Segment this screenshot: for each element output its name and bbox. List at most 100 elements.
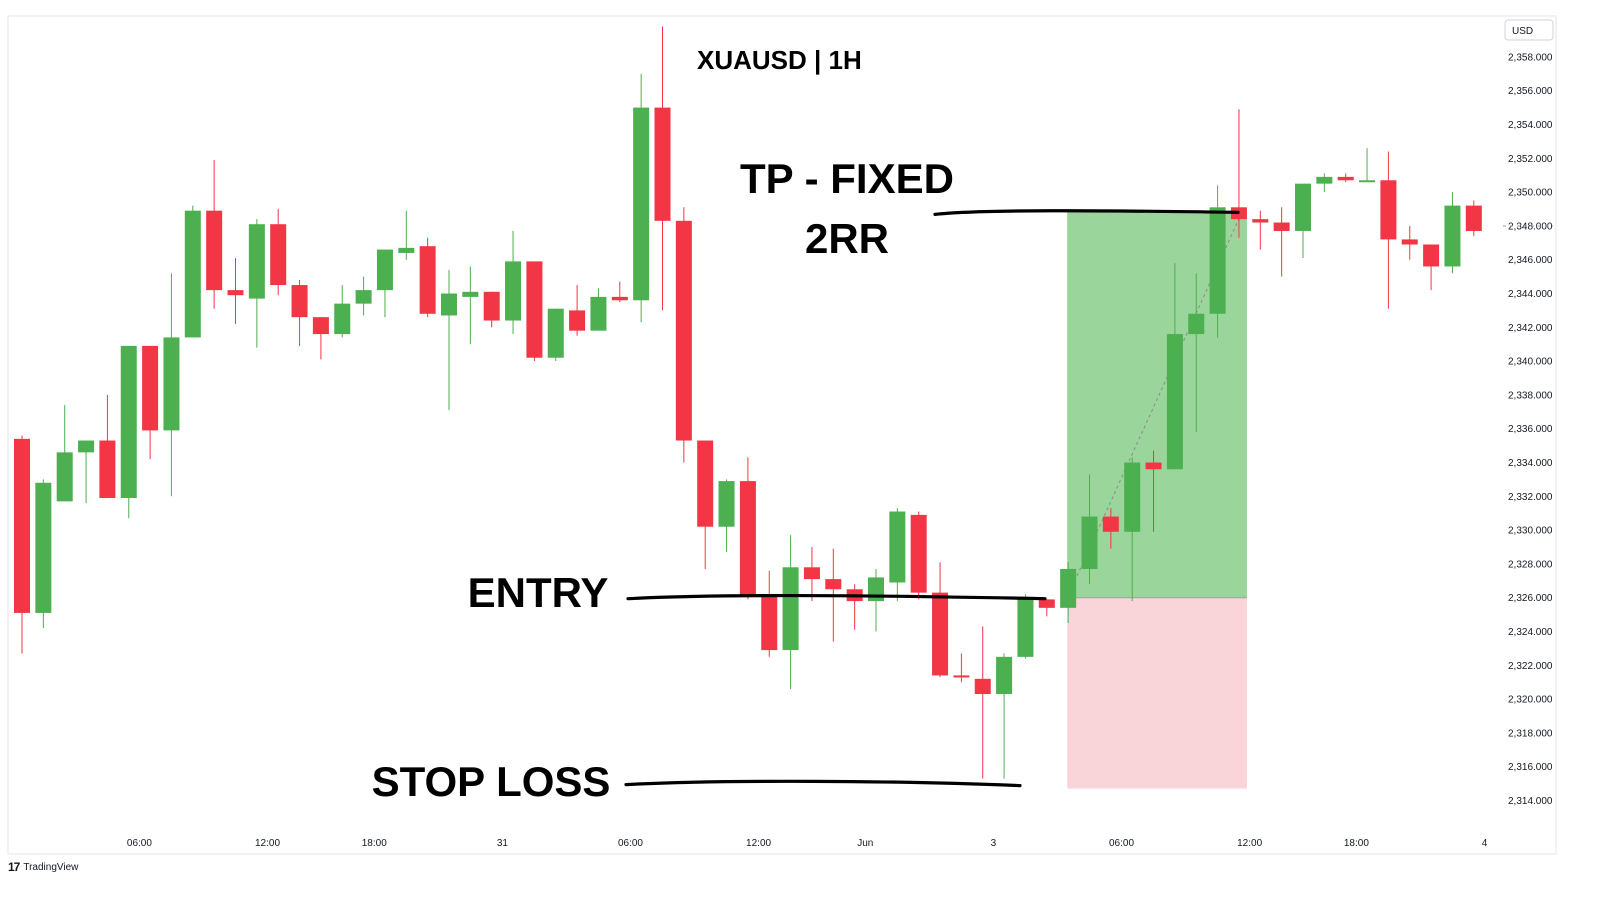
candle-up[interactable] (889, 508, 906, 602)
candle-down[interactable] (270, 209, 287, 296)
candle-body (14, 438, 30, 613)
candle-down[interactable] (206, 159, 223, 309)
candle-up[interactable] (334, 285, 351, 338)
candle-down[interactable] (526, 261, 543, 362)
candle-up[interactable] (718, 479, 735, 553)
candle-up[interactable] (441, 269, 457, 411)
candle-down[interactable] (803, 547, 820, 602)
tradingview-watermark: 17 TradingView (8, 860, 78, 874)
currency-box[interactable] (1504, 19, 1554, 41)
candle-up[interactable] (782, 535, 799, 689)
candle-up[interactable] (1359, 148, 1376, 183)
candle-up[interactable] (1081, 474, 1098, 585)
candle-up[interactable] (1166, 263, 1183, 470)
candle-down[interactable] (483, 291, 500, 328)
candle-body (1166, 334, 1183, 470)
candle-up[interactable] (996, 653, 1013, 779)
candle-up[interactable] (35, 479, 52, 629)
candle-up[interactable] (1444, 192, 1461, 274)
candle-up[interactable] (398, 210, 415, 260)
stop-loss-zone[interactable] (1067, 597, 1247, 789)
candle-down[interactable] (1380, 151, 1397, 309)
candle-down[interactable] (611, 281, 628, 302)
candle-down[interactable] (910, 511, 927, 600)
candle-down[interactable] (974, 626, 991, 779)
time-tick-label: 12:00 (746, 838, 771, 849)
candle-down[interactable] (654, 26, 671, 311)
candle-up[interactable] (462, 266, 479, 345)
price-tick-label: 2,330.000 (1508, 526, 1553, 537)
candle-up[interactable] (248, 219, 265, 348)
price-tick-label: 2,346.000 (1508, 255, 1553, 266)
candle-body (547, 308, 564, 358)
candle-body (483, 291, 500, 321)
candle-body (1060, 568, 1077, 608)
candle-up[interactable] (1316, 173, 1333, 193)
candle-down[interactable] (697, 440, 714, 569)
price-axis: USD 2,314.000 2,316.000 2,318.000 2,320.000… (1503, 19, 1554, 807)
candle-down[interactable] (14, 435, 30, 654)
candle-up[interactable] (1188, 273, 1205, 433)
candle-up[interactable] (1295, 183, 1311, 259)
currency-label: USD (1512, 26, 1533, 37)
candle-up[interactable] (78, 440, 95, 504)
candle-body (633, 107, 650, 301)
candle-up[interactable] (1124, 457, 1141, 602)
candle-down[interactable] (739, 457, 756, 600)
candle-body (1465, 205, 1482, 231)
candle-down[interactable] (1273, 207, 1290, 277)
candle-up[interactable] (1060, 562, 1077, 624)
candle-body (120, 345, 137, 498)
candle-down[interactable] (569, 285, 586, 336)
candle-body (1337, 176, 1354, 181)
price-tick-label: 2,338.000 (1508, 390, 1553, 401)
candle-body (675, 220, 692, 441)
candle-down[interactable] (1252, 210, 1269, 250)
candle-body (291, 285, 308, 318)
candle-up[interactable] (355, 276, 372, 316)
candle-body (569, 310, 586, 331)
price-tick-label: 2,316.000 (1508, 762, 1553, 773)
candle-up[interactable] (547, 308, 564, 362)
candle-down[interactable] (1423, 244, 1440, 291)
candle-body (1295, 183, 1311, 231)
candle-body (56, 452, 73, 502)
candle-down[interactable] (1038, 599, 1055, 617)
price-tick-label: 2,334.000 (1508, 458, 1553, 469)
candle-down[interactable] (142, 345, 159, 460)
candle-down[interactable] (761, 570, 778, 657)
candle-up[interactable] (505, 230, 522, 335)
candle-body (142, 345, 159, 431)
candle-up[interactable] (590, 288, 607, 331)
candle-down[interactable] (312, 317, 329, 360)
price-tick-label: 2,328.000 (1508, 559, 1553, 570)
candle-down[interactable] (291, 279, 308, 346)
candle-body (1209, 207, 1226, 314)
candle-up[interactable] (56, 405, 73, 502)
candle-up[interactable] (1017, 594, 1034, 659)
candle-down[interactable] (675, 207, 692, 463)
candle-body (419, 246, 436, 314)
candle-down[interactable] (227, 258, 244, 324)
time-tick-label: 18:00 (362, 838, 387, 849)
price-tick-label: 2,342.000 (1508, 323, 1553, 334)
candle-down[interactable] (932, 562, 949, 678)
candle-down[interactable] (419, 237, 436, 318)
candle-up[interactable] (184, 205, 201, 338)
candle-down[interactable] (99, 394, 116, 498)
candle-body (355, 290, 372, 304)
candle-down[interactable] (1465, 200, 1482, 237)
candle-down[interactable] (1102, 508, 1119, 549)
candle-up[interactable] (633, 73, 650, 323)
candle-body (654, 107, 671, 221)
stop-loss-label: STOP LOSS (372, 758, 611, 805)
candle-up[interactable] (120, 345, 137, 519)
candle-up[interactable] (376, 249, 393, 318)
candle-down[interactable] (1401, 225, 1418, 260)
candle-down[interactable] (953, 653, 970, 683)
candle-down[interactable] (1145, 450, 1162, 532)
candle-body (825, 579, 842, 590)
candle-up[interactable] (163, 273, 180, 497)
candle-down[interactable] (1337, 173, 1354, 182)
tp-label: TP - FIXED (740, 155, 954, 202)
